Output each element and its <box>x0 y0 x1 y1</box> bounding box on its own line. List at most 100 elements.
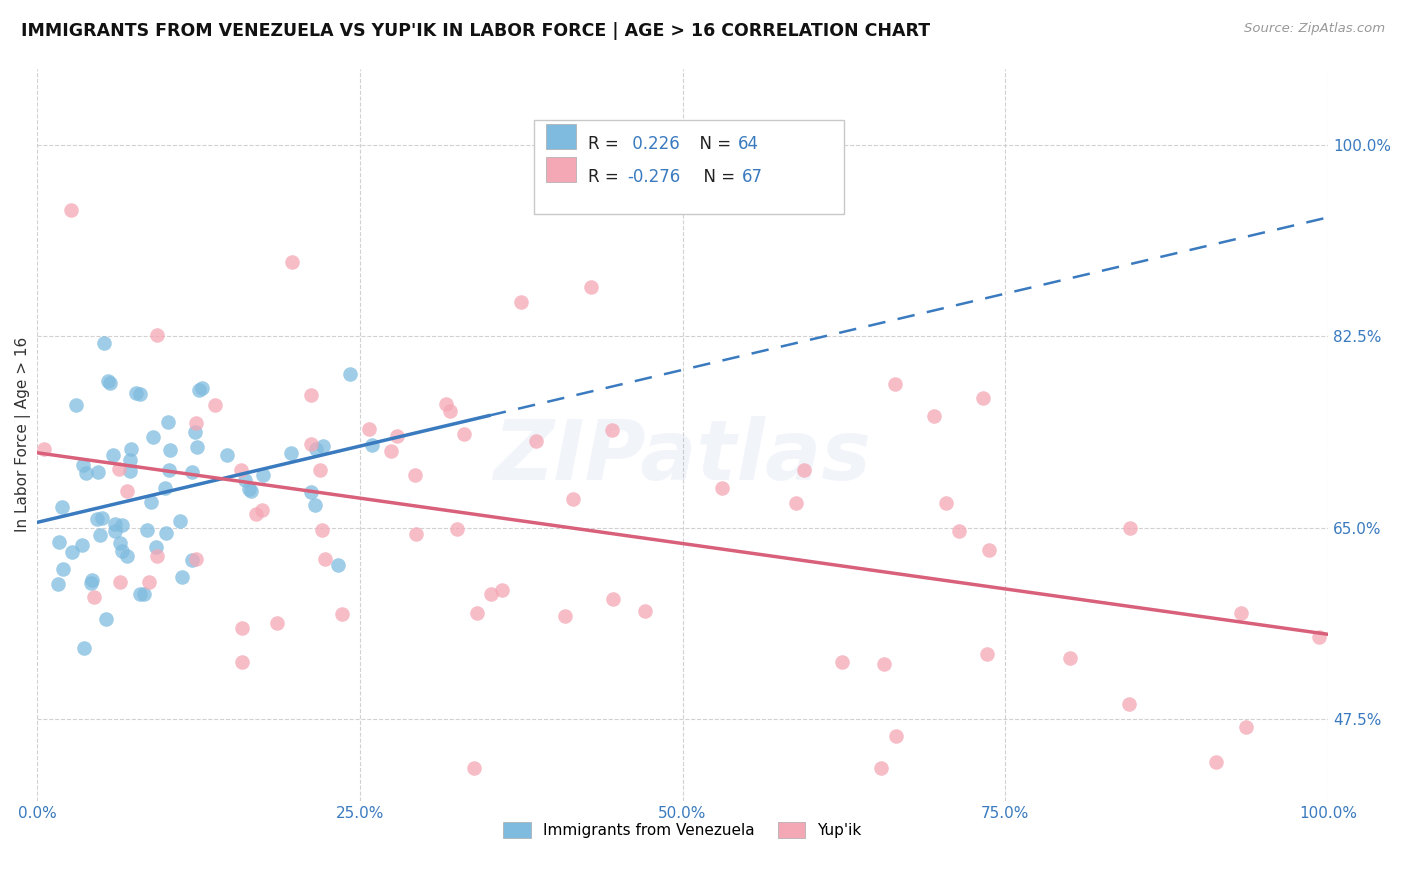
Point <box>87 465 110 479</box>
Point <box>108 462 131 476</box>
Point <box>465 607 488 621</box>
Point <box>380 444 402 458</box>
Point <box>46 577 69 591</box>
Point <box>793 463 815 477</box>
Point <box>73 640 96 655</box>
Point <box>97 374 120 388</box>
Point <box>446 522 468 536</box>
Point <box>104 524 127 538</box>
Point <box>491 582 513 597</box>
Point <box>104 517 127 532</box>
Point <box>634 604 657 618</box>
Point <box>34 442 56 456</box>
Point <box>330 607 353 621</box>
Point <box>231 655 253 669</box>
Point <box>1234 719 1257 733</box>
Point <box>65 397 87 411</box>
Point <box>75 466 97 480</box>
Text: ZIPatlas: ZIPatlas <box>494 417 872 497</box>
Point <box>361 437 384 451</box>
Point <box>972 391 994 405</box>
Point <box>600 423 623 437</box>
Point <box>103 449 125 463</box>
Point <box>314 551 336 566</box>
Point <box>1230 606 1253 620</box>
Point <box>883 377 905 392</box>
Point <box>115 483 138 498</box>
Point <box>91 510 114 524</box>
Point <box>145 540 167 554</box>
Point <box>110 544 132 558</box>
Point <box>240 484 263 499</box>
Point <box>339 367 361 381</box>
Point <box>142 430 165 444</box>
Point <box>187 383 209 397</box>
Point <box>186 441 208 455</box>
Point <box>870 761 893 775</box>
Point <box>231 463 253 477</box>
Text: -0.276: -0.276 <box>627 168 681 186</box>
Point <box>711 481 734 495</box>
Point <box>299 484 322 499</box>
Point <box>204 398 226 412</box>
Point <box>132 587 155 601</box>
Point <box>52 562 75 576</box>
Point <box>238 482 260 496</box>
Point <box>86 511 108 525</box>
Point <box>554 608 576 623</box>
Point <box>111 517 134 532</box>
Point <box>181 465 204 479</box>
Point <box>191 381 214 395</box>
Point <box>479 587 502 601</box>
Point <box>83 590 105 604</box>
Text: R =: R = <box>588 168 624 186</box>
Point <box>155 526 177 541</box>
Point <box>138 574 160 589</box>
Point <box>98 376 121 390</box>
Point <box>785 496 807 510</box>
Point <box>326 558 349 572</box>
Text: 67: 67 <box>742 168 763 186</box>
Point <box>129 387 152 401</box>
Point <box>153 481 176 495</box>
Point <box>311 523 333 537</box>
Point <box>96 612 118 626</box>
Point <box>405 527 427 541</box>
Point <box>231 621 253 635</box>
Point <box>169 514 191 528</box>
Point <box>108 575 131 590</box>
Point <box>89 528 111 542</box>
Point <box>976 647 998 661</box>
Point <box>118 464 141 478</box>
Point <box>1205 756 1227 770</box>
Point <box>884 729 907 743</box>
Point <box>60 545 83 559</box>
Point <box>233 473 256 487</box>
Point <box>157 416 180 430</box>
Point <box>404 468 426 483</box>
Point <box>120 453 142 467</box>
Point <box>80 575 103 590</box>
Point <box>184 416 207 430</box>
Point <box>922 409 945 423</box>
Point <box>250 503 273 517</box>
Point <box>304 498 326 512</box>
Y-axis label: In Labor Force | Age > 16: In Labor Force | Age > 16 <box>15 337 31 533</box>
Text: Source: ZipAtlas.com: Source: ZipAtlas.com <box>1244 22 1385 36</box>
Point <box>266 615 288 630</box>
Point <box>129 587 152 601</box>
Point <box>935 496 957 510</box>
Text: R =: R = <box>588 135 624 153</box>
Point <box>873 657 896 671</box>
Point <box>93 336 115 351</box>
Point <box>145 328 167 343</box>
Point <box>308 462 330 476</box>
Point <box>139 495 162 509</box>
Point <box>51 500 73 514</box>
Point <box>357 422 380 436</box>
Point <box>561 492 583 507</box>
Point <box>434 397 457 411</box>
Point <box>252 468 274 483</box>
Point <box>80 573 103 587</box>
Point <box>977 542 1000 557</box>
